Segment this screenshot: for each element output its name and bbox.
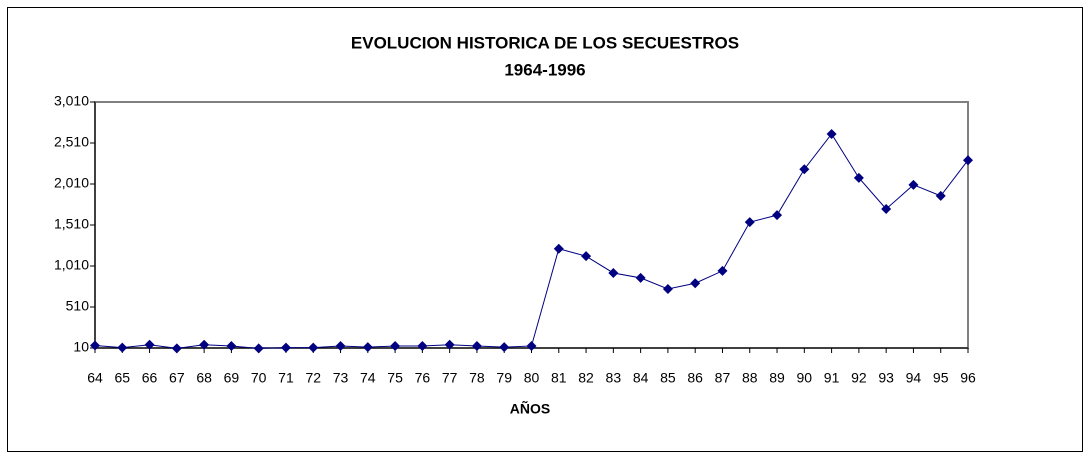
marker bbox=[526, 340, 537, 351]
x-tick-label: 96 bbox=[960, 370, 976, 386]
marker bbox=[690, 278, 701, 289]
marker bbox=[144, 339, 155, 350]
marker bbox=[826, 128, 837, 139]
marker bbox=[744, 217, 755, 228]
x-tick-label: 83 bbox=[606, 370, 622, 386]
x-tick-label: 66 bbox=[142, 370, 158, 386]
x-tick-label: 82 bbox=[578, 370, 594, 386]
marker bbox=[199, 339, 210, 350]
marker bbox=[608, 267, 619, 278]
marker bbox=[853, 172, 864, 183]
x-tick-label: 74 bbox=[360, 370, 376, 386]
marker bbox=[444, 339, 455, 350]
x-tick-label: 76 bbox=[415, 370, 431, 386]
x-tick-label: 73 bbox=[333, 370, 349, 386]
marker bbox=[635, 272, 646, 283]
marker bbox=[881, 204, 892, 215]
x-axis-title: AÑOS bbox=[510, 400, 550, 417]
x-tick-label: 94 bbox=[906, 370, 922, 386]
marker bbox=[417, 340, 428, 351]
y-tick-label: 3,010 bbox=[54, 93, 89, 109]
x-tick-label: 89 bbox=[769, 370, 785, 386]
chart-border bbox=[7, 7, 1083, 452]
marker bbox=[308, 342, 319, 353]
marker bbox=[717, 265, 728, 276]
marker bbox=[117, 342, 128, 353]
marker bbox=[963, 155, 973, 166]
marker bbox=[499, 342, 510, 353]
x-tick-label: 67 bbox=[169, 370, 185, 386]
marker bbox=[362, 342, 373, 353]
marker bbox=[908, 179, 919, 190]
marker bbox=[390, 340, 401, 351]
x-tick-label: 91 bbox=[824, 370, 840, 386]
x-tick-label: 93 bbox=[878, 370, 894, 386]
marker bbox=[772, 210, 783, 221]
y-tick-label: 10 bbox=[73, 339, 89, 355]
x-tick-label: 92 bbox=[851, 370, 867, 386]
x-tick-label: 90 bbox=[797, 370, 813, 386]
x-tick-label: 79 bbox=[496, 370, 512, 386]
y-tick-label: 1,010 bbox=[54, 257, 89, 273]
x-tick-label: 88 bbox=[742, 370, 758, 386]
y-tick-label: 510 bbox=[66, 298, 90, 314]
marker bbox=[226, 340, 237, 351]
marker bbox=[662, 283, 673, 294]
marker bbox=[280, 342, 291, 353]
x-tick-label: 87 bbox=[715, 370, 731, 386]
marker bbox=[581, 251, 592, 262]
x-tick-label: 85 bbox=[660, 370, 676, 386]
x-tick-label: 86 bbox=[687, 370, 703, 386]
x-tick-label: 69 bbox=[224, 370, 240, 386]
marker bbox=[799, 164, 810, 175]
marker bbox=[335, 340, 346, 351]
marker bbox=[553, 243, 564, 254]
chart-title: EVOLUCION HISTORICA DE LOS SECUESTROS bbox=[351, 33, 739, 52]
y-tick-label: 2,510 bbox=[54, 134, 89, 150]
x-tick-label: 72 bbox=[305, 370, 321, 386]
x-tick-label: 75 bbox=[387, 370, 403, 386]
x-tick-label: 65 bbox=[114, 370, 130, 386]
marker bbox=[90, 340, 100, 351]
marker bbox=[171, 343, 182, 354]
marker bbox=[471, 340, 482, 351]
marker bbox=[253, 343, 264, 354]
x-tick-label: 95 bbox=[933, 370, 949, 386]
y-tick-label: 1,510 bbox=[54, 216, 89, 232]
x-tick-label: 80 bbox=[524, 370, 540, 386]
x-tick-label: 70 bbox=[251, 370, 267, 386]
y-tick-label: 2,010 bbox=[54, 175, 89, 191]
x-tick-label: 84 bbox=[633, 370, 649, 386]
x-tick-label: 71 bbox=[278, 370, 294, 386]
x-tick-label: 81 bbox=[551, 370, 567, 386]
x-tick-label: 64 bbox=[87, 370, 103, 386]
x-tick-label: 77 bbox=[442, 370, 458, 386]
chart-subtitle: 1964-1996 bbox=[504, 60, 585, 79]
x-tick-label: 68 bbox=[196, 370, 212, 386]
marker bbox=[935, 190, 946, 201]
x-tick-label: 78 bbox=[469, 370, 485, 386]
